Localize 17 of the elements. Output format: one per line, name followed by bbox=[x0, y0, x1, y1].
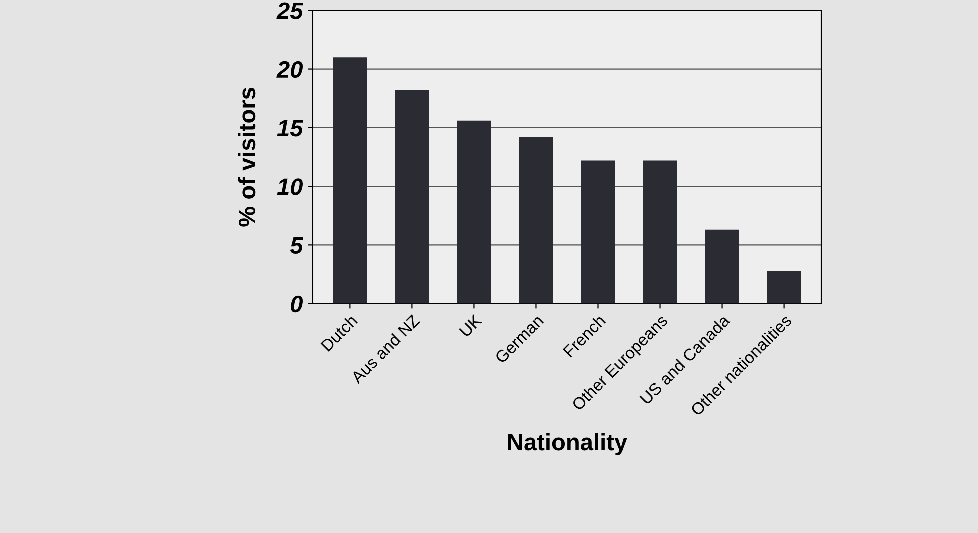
y-tick-label: 20 bbox=[276, 61, 304, 78]
y-tick-label: 25 bbox=[276, 2, 304, 20]
x-axis-title: Nationality bbox=[508, 433, 628, 456]
x-tick-label: UK bbox=[459, 314, 483, 338]
y-tick-label: 0 bbox=[291, 296, 304, 313]
bar bbox=[767, 270, 802, 304]
bar bbox=[705, 230, 740, 304]
bar bbox=[333, 58, 368, 304]
y-tick-label: 10 bbox=[277, 178, 304, 196]
bar bbox=[457, 120, 492, 304]
bar bbox=[395, 90, 430, 304]
y-tick-label: 5 bbox=[290, 237, 304, 254]
bar bbox=[643, 160, 678, 304]
bar bbox=[581, 160, 616, 304]
y-tick-label: 15 bbox=[277, 120, 304, 137]
y-axis-title: % of visitors bbox=[238, 88, 256, 227]
bar bbox=[519, 137, 554, 304]
